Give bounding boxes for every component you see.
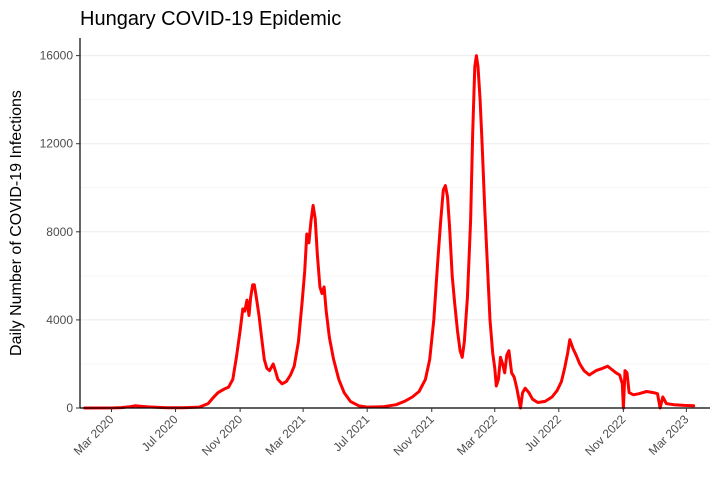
y-tick-label: 8000 xyxy=(46,225,73,239)
x-tick-label: Jul 2020 xyxy=(139,412,181,454)
x-tick-label: Mar 2023 xyxy=(646,412,692,458)
series-layer xyxy=(83,54,696,410)
x-tick-label: Nov 2021 xyxy=(391,412,437,458)
x-tick-label: Jul 2022 xyxy=(522,412,564,454)
series-line xyxy=(83,54,696,410)
x-tick-label: Mar 2020 xyxy=(71,412,117,458)
x-tick-label: Nov 2020 xyxy=(199,412,245,458)
grid xyxy=(80,55,710,409)
x-ticks: Mar 2020 Jul 2020 Nov 2020 Mar 2021 Jul 2021… xyxy=(71,408,692,458)
y-tick-label: 12000 xyxy=(40,137,74,151)
y-tick-label: 16000 xyxy=(40,49,74,63)
y-tick-label: 0 xyxy=(66,401,73,415)
y-axis-label: Daily Number of COVID-19 Infections xyxy=(8,90,25,356)
x-tick-label: Mar 2022 xyxy=(454,412,500,458)
y-tick-label: 4000 xyxy=(46,313,73,327)
x-tick-label: Nov 2022 xyxy=(582,412,628,458)
x-tick-label: Mar 2021 xyxy=(262,412,308,458)
axes xyxy=(79,38,710,409)
x-tick-label: Jul 2021 xyxy=(330,412,372,454)
chart-title: Hungary COVID-19 Epidemic xyxy=(80,8,341,30)
y-ticks: 0 4000 8000 12000 16000 xyxy=(40,49,80,415)
